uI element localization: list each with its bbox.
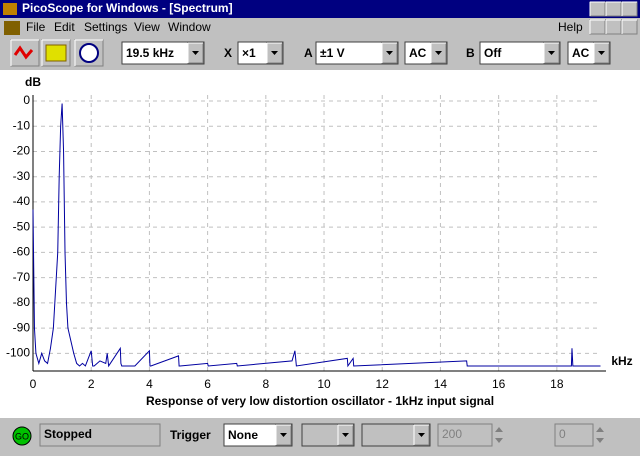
spin-arrows[interactable]: [495, 427, 503, 443]
combo-box[interactable]: [479, 41, 561, 65]
app-icon: [3, 3, 17, 15]
y-tick-label: -50: [13, 219, 31, 233]
menu-item[interactable]: Window: [168, 20, 211, 34]
title-bar: [0, 0, 640, 18]
spin-box[interactable]: [554, 423, 594, 447]
y-tick-label: -100: [6, 346, 30, 360]
window-button[interactable]: [621, 1, 638, 17]
window-button[interactable]: [605, 1, 622, 17]
y-axis-label: dB: [25, 75, 41, 89]
spin-box[interactable]: [437, 423, 493, 447]
label: X: [224, 46, 232, 60]
combo-box[interactable]: [121, 41, 205, 65]
window-button[interactable]: [589, 1, 606, 17]
x-tick-label: 4: [146, 377, 153, 391]
y-tick-label: -10: [13, 118, 31, 132]
menu-item[interactable]: Edit: [54, 20, 75, 34]
go-label: GO: [15, 431, 29, 441]
combo-value: Off: [484, 46, 502, 60]
label: B: [466, 46, 475, 60]
icon: [79, 43, 99, 63]
window-button[interactable]: [589, 19, 606, 35]
label: Trigger: [170, 428, 211, 442]
arrow: [192, 51, 199, 55]
arrow: [280, 433, 287, 437]
x-tick-label: 10: [317, 377, 331, 391]
y-tick-label: -20: [13, 144, 31, 158]
combo-value: ±1 V: [320, 46, 345, 60]
combo-box[interactable]: [315, 41, 399, 65]
chart-title: Response of very low distortion oscillat…: [146, 394, 494, 408]
arrow: [418, 433, 425, 437]
x-tick-label: 8: [262, 377, 269, 391]
y-tick-label: -40: [13, 194, 31, 208]
x-tick-label: 2: [88, 377, 95, 391]
menu-item[interactable]: View: [134, 20, 160, 34]
spectrum-line: [32, 103, 601, 368]
combo-box: [361, 423, 431, 447]
menu-item[interactable]: Help: [558, 20, 583, 34]
combo-box[interactable]: [223, 423, 293, 447]
arrow: [435, 51, 442, 55]
y-tick-label: -80: [13, 295, 31, 309]
combo-value: ×1: [242, 46, 256, 60]
arrow: [548, 51, 555, 55]
window-button[interactable]: [621, 19, 638, 35]
combo-value: AC: [572, 46, 590, 60]
arrow: [386, 51, 393, 55]
window-title: PicoScope for Windows - [Spectrum]: [22, 1, 233, 15]
arrow: [598, 51, 605, 55]
status-text: Stopped: [44, 427, 92, 441]
spin-arrows[interactable]: [596, 427, 604, 443]
menu-item[interactable]: Settings: [84, 20, 127, 34]
x-axis-label: kHz: [611, 354, 632, 368]
x-tick-label: 18: [550, 377, 564, 391]
x-tick-label: 16: [492, 377, 506, 391]
y-tick-label: -90: [13, 320, 31, 334]
arrow: [342, 433, 349, 437]
icon: [45, 44, 67, 62]
y-tick-label: -30: [13, 169, 31, 183]
combo-value: None: [228, 428, 258, 442]
label: A: [304, 46, 313, 60]
y-tick-label: -70: [13, 270, 31, 284]
x-tick-label: 12: [376, 377, 390, 391]
go-button[interactable]: [12, 426, 32, 446]
doc-icon: [4, 21, 20, 35]
spin-value: 200: [442, 427, 462, 441]
x-tick-label: 14: [434, 377, 448, 391]
y-tick-label: -60: [13, 245, 31, 259]
icon: [13, 45, 34, 60]
window-button[interactable]: [605, 19, 622, 35]
combo-value: AC: [409, 46, 427, 60]
arrow: [271, 51, 278, 55]
status-box: [39, 423, 161, 447]
y-tick-label: 0: [23, 93, 30, 107]
x-tick-label: 6: [204, 377, 211, 391]
menu-item[interactable]: File: [26, 20, 46, 34]
x-tick-label: 0: [30, 377, 37, 391]
spin-value: 0: [559, 427, 566, 441]
combo-value: 19.5 kHz: [126, 46, 174, 60]
